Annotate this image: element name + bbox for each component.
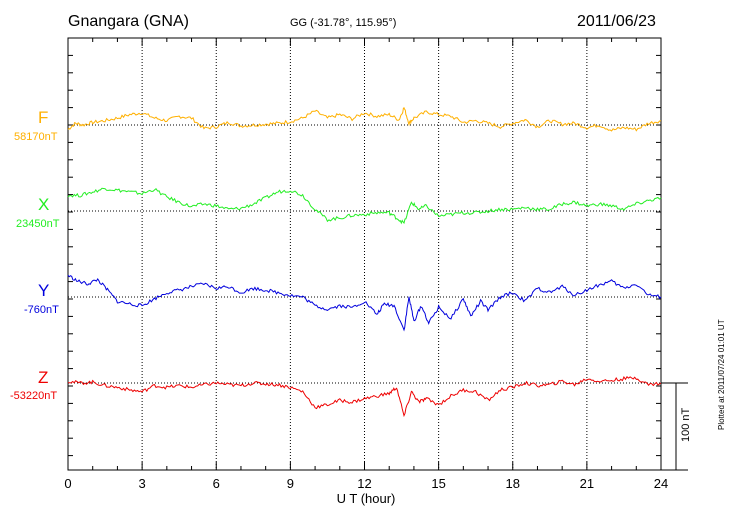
axis-ticks bbox=[67, 37, 662, 470]
series-line-x bbox=[67, 187, 662, 225]
component-label-x: X bbox=[38, 195, 50, 214]
date-label: 2011/06/23 bbox=[577, 13, 656, 30]
station-title: Gnangara (GNA) bbox=[68, 13, 189, 30]
component-label-y: Y bbox=[38, 281, 50, 300]
data-traces bbox=[67, 106, 662, 418]
scale-bar bbox=[661, 382, 688, 471]
x-tick-label: 21 bbox=[580, 476, 594, 491]
coordinates-label: GG (-31.78°, 115.95°) bbox=[290, 17, 397, 29]
x-tick-label: 0 bbox=[64, 476, 71, 491]
component-label-f: F bbox=[38, 108, 49, 127]
series-line-f bbox=[67, 106, 662, 132]
x-tick-label: 12 bbox=[357, 476, 371, 491]
component-label-z: Z bbox=[38, 368, 49, 387]
x-tick-label: 15 bbox=[431, 476, 445, 491]
baseline-label-f: 58170nT bbox=[14, 131, 58, 143]
x-tick-label: 6 bbox=[213, 476, 220, 491]
x-tick-label: 9 bbox=[287, 476, 294, 491]
plotted-timestamp: Plotted at 2011/07/24 01:01 UT bbox=[717, 319, 726, 430]
baseline-label-x: 23450nT bbox=[16, 218, 60, 230]
baseline-label-z: -53220nT bbox=[10, 390, 58, 402]
x-tick-label: 3 bbox=[139, 476, 146, 491]
series-line-z bbox=[67, 375, 662, 418]
x-axis-label: U T (hour) bbox=[337, 491, 396, 506]
x-tick-labels: 0 3 6 9 12 15 18 21 24 bbox=[64, 476, 668, 491]
x-tick-label: 24 bbox=[654, 476, 668, 491]
series-line-y bbox=[67, 274, 662, 332]
baseline-label-y: -760nT bbox=[24, 304, 59, 316]
x-tick-label: 18 bbox=[506, 476, 520, 491]
scale-bar-label: 100 nT bbox=[680, 407, 692, 442]
grid-lines bbox=[141, 38, 588, 470]
